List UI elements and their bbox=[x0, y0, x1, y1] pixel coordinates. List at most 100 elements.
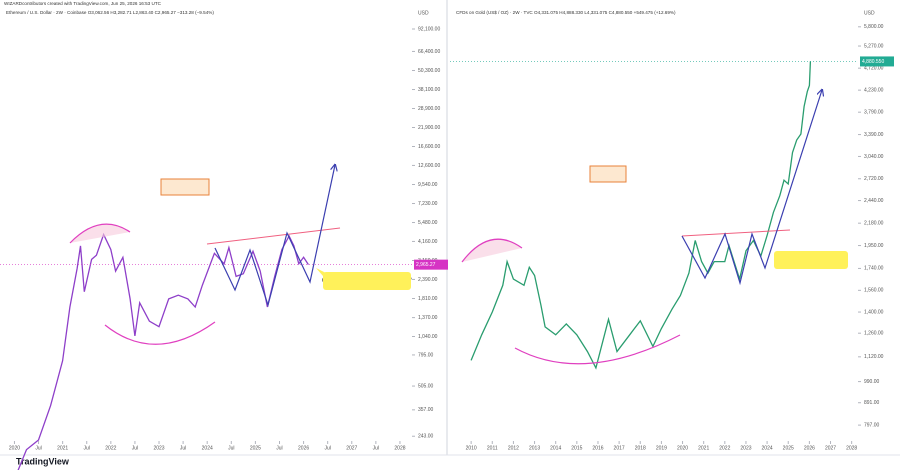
gold-drawings bbox=[461, 90, 848, 365]
y-tick-label: 3,790.00 bbox=[864, 110, 884, 116]
y-tick-label: 7,230.00 bbox=[418, 201, 438, 207]
x-tick-label: 2027 bbox=[825, 445, 836, 451]
x-tick-label: 2023 bbox=[153, 445, 164, 451]
price-line bbox=[470, 61, 812, 370]
x-tick-label: 2025 bbox=[783, 445, 794, 451]
y-tick-label: 505.00 bbox=[418, 383, 434, 389]
x-tick-label: 2018 bbox=[635, 445, 646, 451]
x-tick-label: Jul bbox=[84, 445, 90, 451]
price-tag bbox=[414, 259, 448, 270]
y-tick-label: 1,260.00 bbox=[864, 331, 884, 337]
y-tick-label: 28,900.00 bbox=[418, 106, 440, 112]
x-tick-label: 2023 bbox=[740, 445, 751, 451]
x-tick-label: 2012 bbox=[508, 445, 519, 451]
y-tick-label: 1,400.00 bbox=[864, 309, 884, 315]
watermark: WIZARDcontributors created with TradingV… bbox=[4, 1, 162, 6]
y-tick-label: 66,400.00 bbox=[418, 49, 440, 55]
top-highlight bbox=[462, 239, 522, 262]
x-tick-label: 2017 bbox=[614, 445, 625, 451]
y-tick-label: 5,480.00 bbox=[418, 220, 438, 226]
trendline bbox=[681, 229, 791, 237]
x-tick-label: 2011 bbox=[487, 445, 498, 451]
top-highlight bbox=[70, 224, 130, 243]
price-tag bbox=[860, 56, 894, 67]
y-tick-label: 243.00 bbox=[418, 434, 434, 440]
x-tick-label: 2010 bbox=[466, 445, 477, 451]
y-tick-label: 1,560.00 bbox=[864, 288, 884, 294]
x-tick-label: Jul bbox=[276, 445, 282, 451]
x-tick-label: 2026 bbox=[804, 445, 815, 451]
chart-header: Ethereum / U.S. Dollar · 2W · Coinbase O… bbox=[6, 10, 214, 15]
x-tick-label: 2024 bbox=[202, 445, 213, 451]
y-tick-label: 1,950.00 bbox=[864, 243, 884, 249]
trendline bbox=[206, 227, 341, 245]
y-tick-label: 1,810.00 bbox=[418, 296, 438, 302]
x-tick-label: 2015 bbox=[571, 445, 582, 451]
y-tick-label: 92,100.00 bbox=[418, 26, 440, 32]
x-tick-label: Jul bbox=[35, 445, 41, 451]
x-tick-label: 2021 bbox=[698, 445, 709, 451]
y-tick-label: 357.00 bbox=[418, 407, 434, 413]
x-tick-label: 2027 bbox=[346, 445, 357, 451]
x-tick-label: 2026 bbox=[298, 445, 309, 451]
y-tick-label: 2,440.00 bbox=[864, 198, 884, 204]
label-box bbox=[160, 178, 210, 196]
label-box bbox=[774, 251, 848, 269]
x-tick-label: 2020 bbox=[9, 445, 20, 451]
y-tick-label: 50,300.00 bbox=[418, 68, 440, 74]
y-tick-label: 38,100.00 bbox=[418, 87, 440, 93]
axis-unit: USD bbox=[864, 10, 875, 16]
x-tick-label: Jul bbox=[324, 445, 330, 451]
y-tick-label: 4,160.00 bbox=[418, 239, 438, 245]
top-arc bbox=[69, 223, 131, 244]
x-tick-label: 2025 bbox=[250, 445, 261, 451]
y-tick-label: 4,720.00 bbox=[864, 65, 884, 71]
price-tag-label: 2,965.27 bbox=[416, 262, 436, 268]
y-tick-label: 2,720.00 bbox=[864, 176, 884, 182]
x-tick-label: Jul bbox=[180, 445, 186, 451]
y-tick-label: 797.00 bbox=[864, 422, 880, 428]
y-tick-label: 12,600.00 bbox=[418, 163, 440, 169]
x-tick-label: 2020 bbox=[677, 445, 688, 451]
footer-logo: TradingView bbox=[16, 456, 70, 466]
x-tick-label: Jul bbox=[132, 445, 138, 451]
x-tick-label: 2013 bbox=[529, 445, 540, 451]
projection bbox=[214, 165, 335, 308]
y-tick-label: 1,120.00 bbox=[864, 354, 884, 360]
x-tick-label: Jul bbox=[373, 445, 379, 451]
bottom-arc bbox=[514, 334, 681, 365]
y-tick-label: 1,370.00 bbox=[418, 315, 438, 321]
y-tick-label: 3,390.00 bbox=[864, 132, 884, 138]
x-tick-label: 2014 bbox=[550, 445, 561, 451]
projection bbox=[681, 90, 822, 286]
x-tick-label: 2024 bbox=[762, 445, 773, 451]
y-tick-label: 891.00 bbox=[864, 400, 880, 406]
x-tick-label: 2022 bbox=[719, 445, 730, 451]
axis-unit: USD bbox=[418, 10, 429, 16]
y-tick-label: 5,270.00 bbox=[864, 43, 884, 49]
chart-header: CFDs on Gold (US$ / OZ) · 2W · TVC O4,33… bbox=[456, 10, 676, 15]
y-tick-label: 16,600.00 bbox=[418, 144, 440, 150]
top-arc bbox=[461, 238, 523, 263]
label-box bbox=[589, 165, 627, 183]
y-tick-label: 5,800.00 bbox=[864, 24, 884, 30]
eth-drawings bbox=[69, 165, 411, 345]
y-tick-label: 990.00 bbox=[864, 379, 880, 385]
price-tag-label: 4,880.550 bbox=[862, 59, 884, 65]
y-tick-label: 795.00 bbox=[418, 352, 434, 358]
y-tick-label: 9,540.00 bbox=[418, 182, 438, 188]
x-tick-label: 2022 bbox=[105, 445, 116, 451]
y-tick-label: 4,230.00 bbox=[864, 87, 884, 93]
label-box bbox=[323, 272, 411, 290]
y-tick-label: 21,900.00 bbox=[418, 125, 440, 131]
y-tick-label: 2,180.00 bbox=[864, 221, 884, 227]
y-tick-label: 2,390.00 bbox=[418, 277, 438, 283]
x-tick-label: 2016 bbox=[592, 445, 603, 451]
bottom-arc bbox=[104, 321, 216, 345]
x-tick-label: 2028 bbox=[394, 445, 405, 451]
y-tick-label: 3,040.00 bbox=[864, 154, 884, 160]
x-tick-label: 2028 bbox=[846, 445, 857, 451]
x-tick-label: Jul bbox=[228, 445, 234, 451]
